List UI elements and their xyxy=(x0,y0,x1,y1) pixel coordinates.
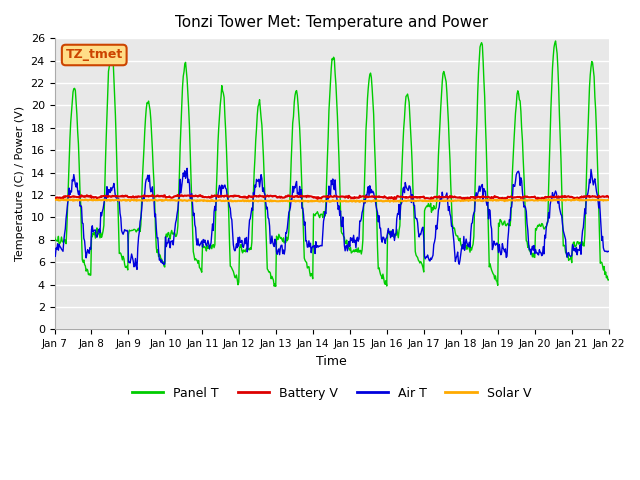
X-axis label: Time: Time xyxy=(316,355,347,368)
Title: Tonzi Tower Met: Temperature and Power: Tonzi Tower Met: Temperature and Power xyxy=(175,15,488,30)
Y-axis label: Temperature (C) / Power (V): Temperature (C) / Power (V) xyxy=(15,106,25,261)
Legend: Panel T, Battery V, Air T, Solar V: Panel T, Battery V, Air T, Solar V xyxy=(127,382,536,405)
Text: TZ_tmet: TZ_tmet xyxy=(66,48,123,61)
